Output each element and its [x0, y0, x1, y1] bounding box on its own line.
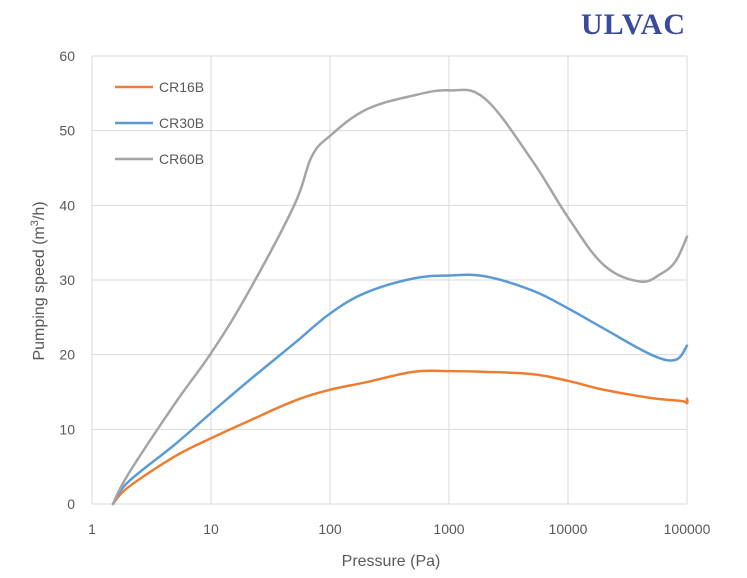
- legend-label-cr60b: CR60B: [159, 151, 204, 167]
- y-tick-label: 40: [59, 197, 75, 213]
- series-line-cr60b: [111, 88, 689, 506]
- y-axis-label-prefix: Pumping speed (m: [31, 226, 48, 360]
- y-tick-label: 60: [59, 48, 75, 64]
- x-tick-label: 1000: [433, 521, 464, 537]
- x-tick-label: 100: [318, 521, 342, 537]
- series-lines: [111, 88, 689, 506]
- y-axis-label: Pumping speed (m3/h): [29, 201, 48, 360]
- legend: CR16B CR30B CR60B: [115, 79, 204, 167]
- series-line-cr16b: [111, 369, 689, 506]
- y-tick-label: 20: [59, 347, 75, 363]
- legend-label-cr16b: CR16B: [159, 79, 204, 95]
- legend-label-cr30b: CR30B: [159, 115, 204, 131]
- y-tick-label: 0: [67, 496, 75, 512]
- y-tick-label: 10: [59, 421, 75, 437]
- y-tick-label: 30: [59, 272, 75, 288]
- y-axis-label-suffix: /h): [31, 201, 48, 220]
- x-tick-label: 10000: [549, 521, 588, 537]
- tick-labels: 0 10 20 30 40 50 60 1 10 100 1000 10000 100000: [59, 48, 710, 537]
- x-tick-label: 100000: [664, 521, 711, 537]
- x-tick-label: 10: [203, 521, 219, 537]
- brand-logo: ULVAC: [581, 8, 686, 41]
- y-axis-label-sup: 3: [29, 220, 41, 226]
- y-tick-label: 50: [59, 123, 75, 139]
- x-tick-label: 1: [88, 521, 96, 537]
- series-line-cr30b: [111, 273, 689, 506]
- x-axis-label: Pressure (Pa): [342, 553, 441, 570]
